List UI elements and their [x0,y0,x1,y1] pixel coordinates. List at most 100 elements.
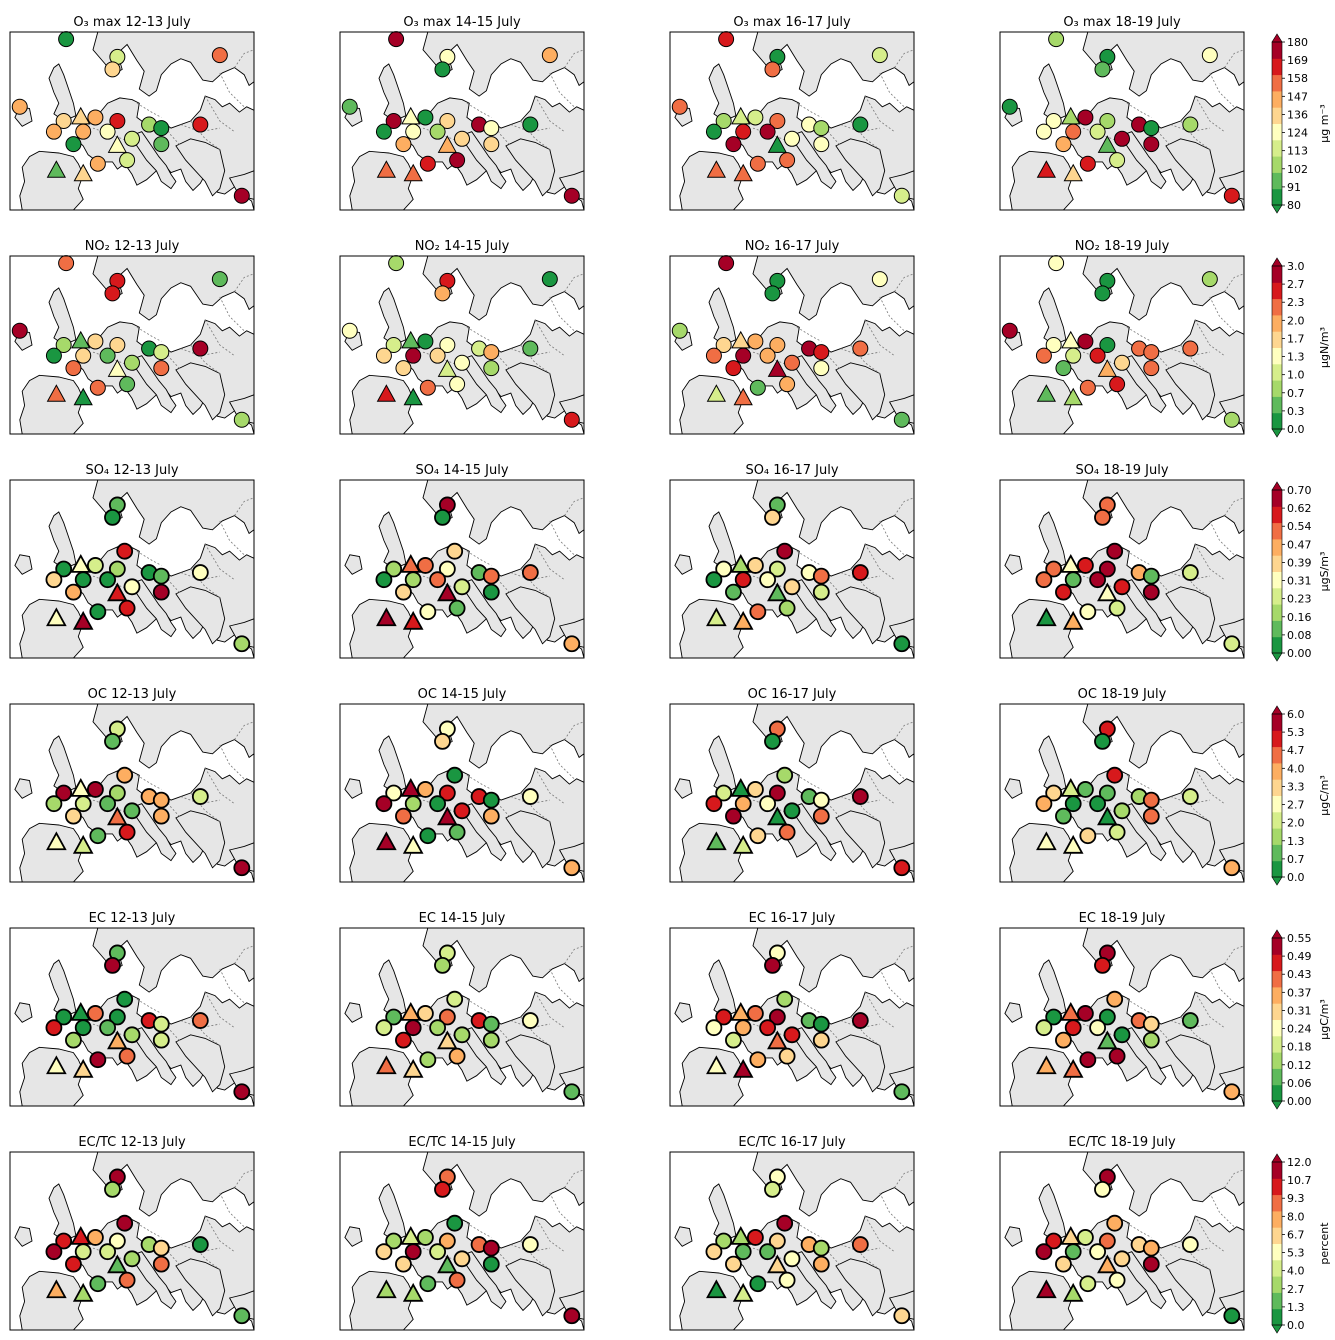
country-border [1194,319,1225,357]
station-marker [893,1083,911,1101]
station-marker [783,1250,801,1268]
station-marker-triangle [1062,1058,1084,1078]
station-marker [375,123,392,140]
station-marker-triangle [767,582,788,602]
station-marker [99,571,116,589]
station-marker-triangle [46,831,67,851]
colorbar-extend-max [1271,481,1283,491]
colorbar-swatch [1272,828,1282,845]
colorbar-tick-label: 0.0 [1287,871,1305,884]
colorbar-tick-label: 0.31 [1287,1004,1312,1017]
landmass [1009,598,1074,659]
station-marker [776,542,794,560]
station-marker [1106,542,1124,560]
colorbar-tick-label: 2.7 [1287,278,1305,291]
station-marker [563,187,580,204]
station-marker [1108,823,1126,841]
landmass [349,150,414,211]
station-marker [1098,1008,1116,1026]
colorbar-tick-label: 3.0 [1287,260,1305,273]
station-marker [768,560,786,578]
panel-frame [669,703,915,883]
colorbar-swatch [1272,74,1282,92]
colorbar-tick-label: 169 [1287,54,1308,67]
station-marker [446,542,464,560]
station-marker [1108,599,1126,617]
colorbar-tick-label: 0.0 [1287,1319,1305,1332]
colorbar-1: 0.0 0.3 0.7 1.0 1.3 1.7 2.0 2.3 2.7 3.0 µgN/m³ [1271,257,1331,438]
panel-title: EC 16-17 July [749,911,836,926]
station-marker [152,583,170,601]
station-marker [1113,802,1131,820]
station-marker [1223,635,1241,653]
station-marker [1142,1031,1160,1049]
country-border [204,95,235,133]
station-marker-triangle [107,582,128,602]
station-marker [417,109,434,126]
station-marker-triangle [1063,163,1083,182]
colorbar-swatch [1272,298,1282,316]
landmass [835,810,886,869]
panel-title: O₃ max 16-17 July [733,15,851,30]
station-marker [65,1031,82,1049]
country-border [1224,497,1245,516]
landmass [1121,355,1167,414]
station-marker [1089,795,1106,813]
station-marker [11,322,28,339]
station-marker [449,376,466,393]
colorbar-5: 0.0 1.3 2.7 4.0 5.3 6.7 8.0 9.3 10.7 12.0 percent [1271,1153,1331,1334]
colorbar-swatch [1272,490,1282,507]
colorbar-extend-max [1271,257,1283,267]
map-panel-2-1: SO₄ 14-15 July [339,463,585,659]
landmass [175,1258,226,1317]
country-border [879,744,905,780]
station-marker [419,827,437,845]
station-marker [812,1239,830,1257]
station-marker [1077,781,1094,798]
station-marker [812,1031,830,1049]
station-marker [375,347,392,364]
colorbar-frame [1271,41,1283,206]
colorbar-swatch [1272,954,1282,972]
landmass [19,598,84,659]
station-marker [715,784,733,802]
station-marker-triangle [46,1279,67,1299]
station-marker [541,271,558,288]
station-marker [1098,560,1116,578]
station-marker [1079,827,1097,845]
landmass [791,355,837,414]
station-marker [1065,123,1082,140]
station-marker [395,807,412,825]
station-marker [778,599,796,617]
station-marker [104,285,121,302]
station-marker [446,1214,464,1232]
station-marker [563,1083,581,1101]
station-marker [705,1243,723,1261]
station-marker [871,47,888,64]
station-marker [1098,1232,1116,1250]
panel-title: EC 18-19 July [1079,911,1166,926]
country-border [879,520,905,556]
country-border [1209,744,1235,780]
landmass [461,1251,507,1310]
colorbar-tick-label: 0.62 [1287,502,1312,515]
country-border [864,319,895,357]
station-marker [89,1051,107,1069]
station-marker-triangle [107,359,128,377]
country-border [136,102,162,118]
country-border [796,102,822,118]
station-marker-triangle [402,1058,424,1078]
station-marker [1223,187,1240,204]
station-marker [1077,109,1094,126]
landmass [835,138,886,197]
station-marker [75,347,92,364]
landmass [679,598,744,659]
station-marker [118,1271,136,1289]
station-marker [1001,98,1018,115]
station-marker [1109,376,1126,393]
station-marker [1035,123,1052,140]
colorbar-swatch [1272,1068,1282,1086]
landmass [679,374,744,435]
landmass [461,1027,507,1086]
country-border [1126,550,1152,566]
